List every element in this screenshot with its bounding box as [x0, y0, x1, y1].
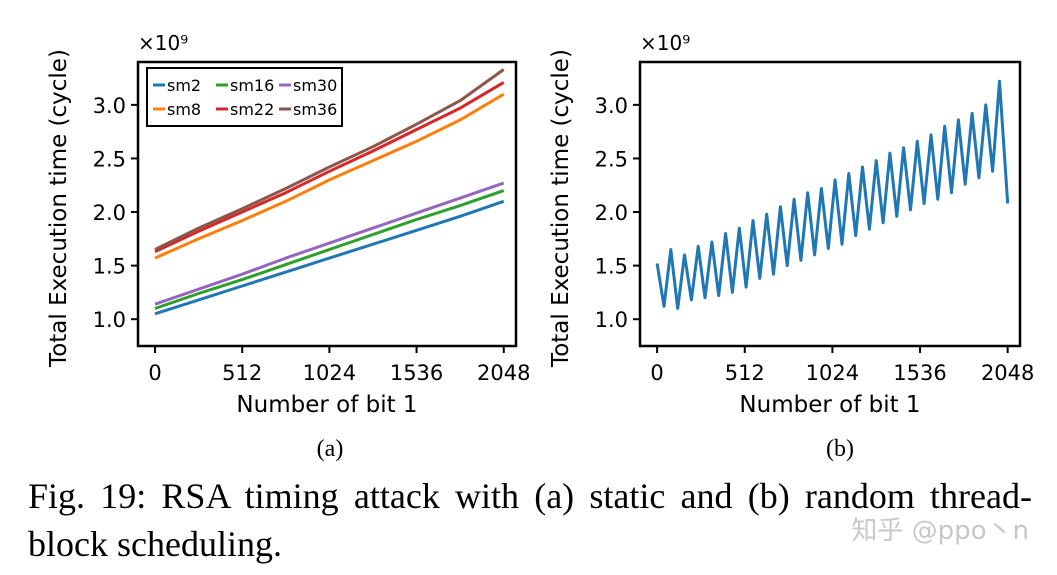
series-line-sm2 — [154, 199, 505, 316]
y-tick-label: 2.0 — [93, 201, 126, 225]
x-tick-label: 1536 — [390, 361, 443, 385]
series-line-random — [655, 79, 1010, 310]
legend-label-sm36: sm36 — [293, 100, 337, 119]
legend-label-sm22: sm22 — [230, 100, 274, 119]
panel-b: 0 512 1024 1536 2048 1.0 1.5 2.0 2.5 3.0 ×10⁹ Numbe… — [548, 31, 1034, 462]
y-multiplier: ×10⁹ — [640, 31, 690, 55]
x-tick-label: 1536 — [893, 361, 946, 385]
watermark: 知乎 @ppo丶n — [851, 516, 1029, 546]
y-tick-label: 1.5 — [595, 255, 628, 279]
x-tick-label: 1024 — [303, 361, 356, 385]
y-tick-label: 1.5 — [93, 255, 126, 279]
legend-label-sm2: sm2 — [167, 76, 201, 95]
figure-caption: Fig. 19: RSA timing attack with (a) stat… — [28, 476, 1032, 564]
y-tick-label: 2.0 — [595, 201, 628, 225]
plot-frame — [136, 60, 518, 348]
x-tick-label: 0 — [148, 361, 161, 385]
series-line-sm8 — [154, 92, 505, 260]
series-line-sm16 — [154, 189, 505, 310]
y-axis-label: Total Execution time (cycle) — [548, 49, 574, 368]
series-line-sm36 — [154, 68, 505, 251]
legend-label-sm16: sm16 — [230, 76, 274, 95]
y-tick-label: 1.0 — [595, 308, 628, 332]
y-tick-label: 3.0 — [93, 94, 126, 118]
y-tick-label: 2.5 — [595, 147, 628, 171]
x-tick-label: 0 — [650, 361, 663, 385]
legend-label-sm8: sm8 — [167, 100, 201, 119]
x-tick-label: 2048 — [477, 361, 530, 385]
plot-frame — [638, 60, 1022, 348]
x-axis-label: Number of bit 1 — [739, 392, 920, 418]
x-axis-label: Number of bit 1 — [236, 392, 417, 418]
series-line-sm22 — [154, 81, 505, 254]
y-tick-label: 1.0 — [93, 308, 126, 332]
panel-label: (b) — [826, 436, 854, 462]
legend-label-sm30: sm30 — [293, 76, 337, 95]
series-line-sm30 — [154, 181, 505, 306]
panel-label: (a) — [317, 436, 344, 462]
y-axis-label: Total Execution time (cycle) — [46, 49, 72, 368]
y-multiplier: ×10⁹ — [138, 31, 188, 55]
legend-box — [146, 67, 343, 127]
y-tick-label: 3.0 — [595, 94, 628, 118]
y-tick-label: 2.5 — [93, 147, 126, 171]
x-tick-label: 1024 — [806, 361, 859, 385]
x-tick-label: 512 — [725, 361, 765, 385]
panel-a: 0 512 1024 1536 2048 1.0 1.5 2.0 2.5 3.0 ×10⁹ Numbe… — [46, 31, 530, 462]
figure: 0 512 1024 1536 2048 1.0 1.5 2.0 2.5 3.0 ×10⁹ Numbe… — [46, 31, 1034, 462]
x-tick-label: 512 — [222, 361, 262, 385]
x-tick-label: 2048 — [981, 361, 1034, 385]
